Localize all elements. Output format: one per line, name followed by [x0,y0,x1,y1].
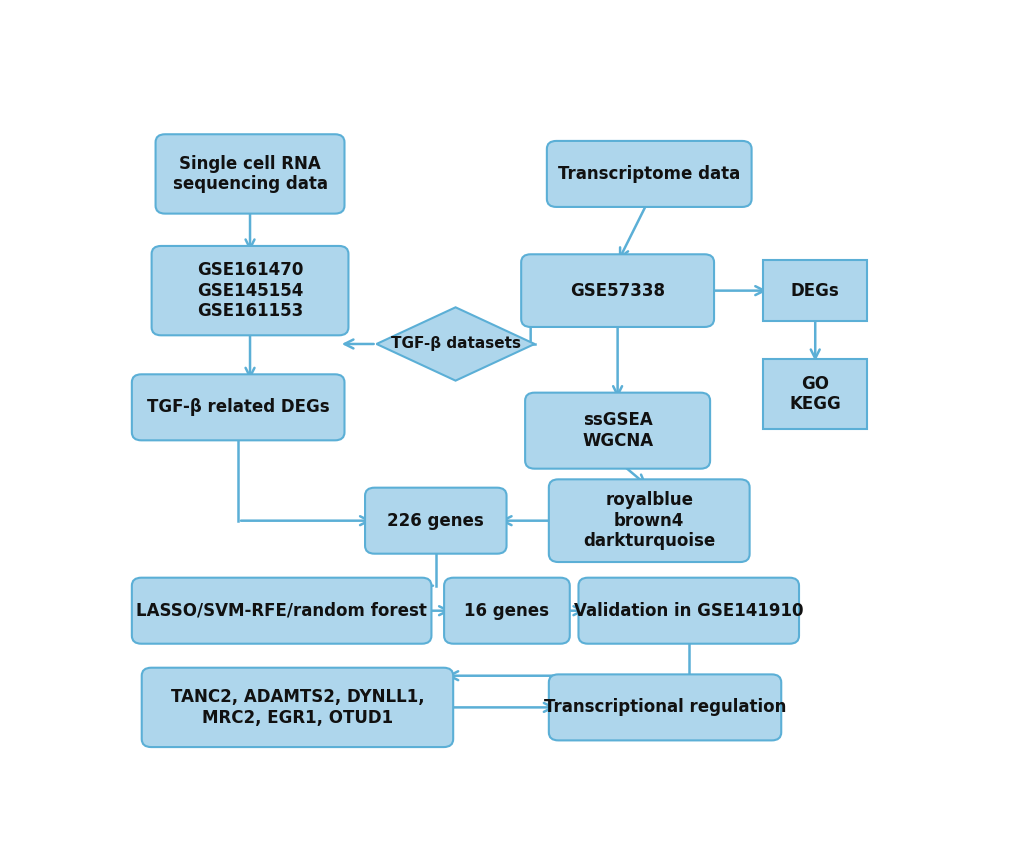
Text: Validation in GSE141910: Validation in GSE141910 [574,602,803,620]
Text: TGF-β related DEGs: TGF-β related DEGs [147,398,329,417]
Text: ssGSEA
WGCNA: ssGSEA WGCNA [582,411,652,450]
Text: TGF-β datasets: TGF-β datasets [390,337,520,352]
FancyBboxPatch shape [142,668,452,747]
FancyBboxPatch shape [546,141,751,207]
FancyBboxPatch shape [131,374,344,440]
Text: royalblue
brown4
darkturquoise: royalblue brown4 darkturquoise [583,491,714,551]
FancyBboxPatch shape [365,488,506,553]
FancyBboxPatch shape [156,134,344,214]
Text: TANC2, ADAMTS2, DYNLL1,
MRC2, EGR1, OTUD1: TANC2, ADAMTS2, DYNLL1, MRC2, EGR1, OTUD… [170,688,424,727]
Text: Transcriptome data: Transcriptome data [557,165,740,183]
FancyBboxPatch shape [525,392,709,469]
Text: Single cell RNA
sequencing data: Single cell RNA sequencing data [172,154,327,193]
FancyBboxPatch shape [762,261,866,321]
Text: DEGs: DEGs [790,281,839,300]
Text: Transcriptional regulation: Transcriptional regulation [543,698,786,716]
Text: GSE57338: GSE57338 [570,281,664,300]
FancyBboxPatch shape [152,246,348,335]
FancyBboxPatch shape [548,480,749,562]
Text: LASSO/SVM-RFE/random forest: LASSO/SVM-RFE/random forest [137,602,427,620]
Text: 226 genes: 226 genes [387,512,484,530]
Text: GSE161470
GSE145154
GSE161153: GSE161470 GSE145154 GSE161153 [197,261,303,320]
FancyBboxPatch shape [578,578,798,643]
FancyBboxPatch shape [548,675,781,740]
Polygon shape [376,307,534,381]
Text: 16 genes: 16 genes [464,602,549,620]
Text: GO
KEGG: GO KEGG [789,375,841,413]
FancyBboxPatch shape [521,255,713,327]
FancyBboxPatch shape [762,359,866,430]
FancyBboxPatch shape [131,578,431,643]
FancyBboxPatch shape [443,578,570,643]
